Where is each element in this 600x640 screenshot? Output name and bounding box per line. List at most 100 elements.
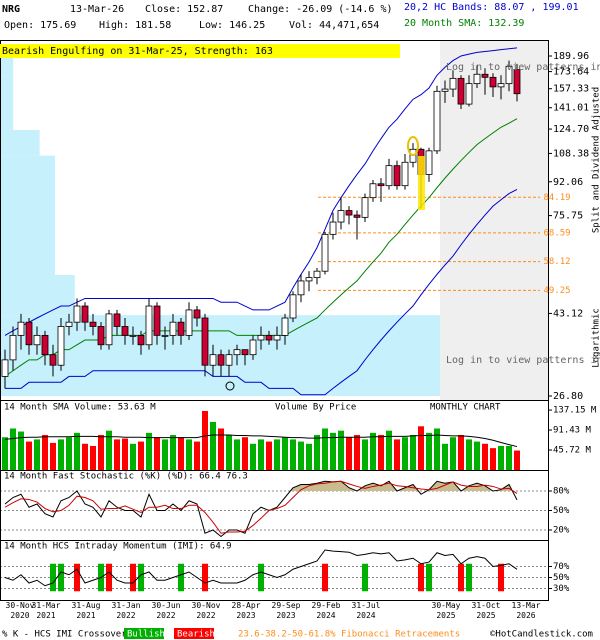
volume-bar	[266, 441, 272, 470]
volume-bar	[322, 428, 328, 470]
candle-body	[337, 210, 345, 223]
y-tick-label: 43.12	[553, 308, 583, 319]
volume-bar	[338, 430, 344, 470]
volume-bar	[58, 439, 64, 470]
candle-body	[201, 317, 209, 366]
candle-body	[457, 77, 465, 105]
y-tick-label: 141.01	[553, 103, 589, 114]
volume-bar	[282, 437, 288, 470]
volume-bar	[498, 445, 504, 470]
candle-body	[33, 334, 41, 346]
candle-body	[441, 88, 449, 92]
bullish-key	[124, 628, 164, 639]
candle-body	[89, 321, 97, 327]
candle-body	[505, 65, 513, 85]
panel-title: 14 Month Fast Stochastic (%K) (%D): 66.4…	[4, 472, 248, 482]
volume-bar	[290, 439, 296, 470]
candle-body	[385, 165, 393, 187]
imi-panel	[0, 549, 548, 592]
volume-bar	[306, 443, 312, 470]
candle-body	[57, 326, 65, 366]
y-tick-label: 157.33	[553, 84, 589, 95]
bearish-signal	[130, 563, 136, 592]
band-upper	[4, 47, 518, 336]
low: Low: 146.25	[199, 20, 265, 31]
candle-body	[177, 321, 185, 336]
crossover-label: % K - HCS IMI Crossover:	[2, 630, 132, 640]
x-tick-label: 28-Apr 2023	[231, 601, 261, 620]
candle-body	[97, 326, 105, 346]
price-panel	[0, 40, 548, 400]
volume-bar	[474, 441, 480, 470]
volume-bar	[442, 443, 448, 470]
bullish-signal	[58, 563, 64, 592]
volume-bar	[170, 435, 176, 470]
y-tick-label: 50%	[553, 573, 570, 583]
volume-bar	[18, 431, 24, 470]
volume-bar	[242, 437, 248, 470]
volume-bar	[2, 437, 8, 470]
candle-body	[81, 305, 89, 323]
candle-body	[41, 334, 49, 356]
volume-bar	[314, 435, 320, 470]
volume-bar	[154, 437, 160, 470]
y-tick-label: 173.64	[553, 67, 589, 78]
candle-body	[361, 197, 369, 218]
volume-bar	[98, 435, 104, 470]
bullish-signal	[362, 563, 368, 592]
candle-body	[73, 305, 81, 323]
pattern-bar	[418, 156, 425, 210]
volume-panel	[2, 410, 520, 470]
candle-body	[49, 354, 57, 366]
bearish-signal	[498, 563, 504, 592]
bearish-key	[174, 628, 214, 639]
y-tick-label: 137.15 M	[553, 406, 597, 416]
volume-bar	[218, 428, 224, 470]
volume: Vol: 44,471,654	[289, 20, 379, 31]
x-tick-label: 31-Aug 2021	[71, 601, 101, 620]
volume-bar	[186, 439, 192, 470]
volume-by-price-bar	[0, 240, 55, 276]
volume-bar	[194, 441, 200, 470]
volume-by-price-label: Volume By Price	[275, 403, 356, 413]
volume-bar	[458, 435, 464, 470]
candle-body	[105, 313, 113, 346]
candle-body	[393, 165, 401, 187]
chart-label: MONTHLY CHART	[430, 403, 501, 413]
volume-bar	[34, 439, 40, 470]
fibonacci-label: 23.6-38.2-50-61.8% Fibonacci Retracement…	[238, 630, 460, 640]
volume-bar	[250, 443, 256, 470]
volume-bar	[450, 437, 456, 470]
pattern-highlight	[407, 136, 419, 156]
x-tick-label: 13-Mar 2026	[511, 601, 541, 620]
y-tick-label: 91.43 M	[553, 426, 592, 436]
bearish-signal	[418, 563, 424, 592]
volume-bar	[202, 410, 208, 470]
bullish-label: Bullish	[127, 630, 165, 640]
change: Change: -26.09 (-14.6 %)	[248, 4, 393, 15]
candle-body	[169, 321, 177, 336]
band-lower	[5, 189, 518, 396]
x-tick-label: 31-Jul 2024	[351, 601, 381, 620]
volume-bar	[490, 448, 496, 470]
volume-bar	[74, 432, 80, 470]
bullish-signal	[178, 563, 184, 592]
sma-label: 20 Month SMA: 132.39	[404, 18, 524, 29]
adjusted-note: Split and Dividend Adjusted	[592, 87, 600, 233]
volume-bar	[426, 432, 432, 470]
candle-body	[257, 334, 265, 341]
candle-body	[489, 76, 497, 88]
copyright: ©HotCandlestick.com	[490, 630, 593, 640]
y-tick-label: 124.70	[553, 124, 589, 135]
candle-body	[473, 73, 481, 85]
pattern-shade	[440, 40, 548, 400]
volume-bar	[162, 439, 168, 470]
volume-sma	[4, 434, 518, 448]
y-tick-label: 80%	[553, 487, 570, 497]
indicator-line	[4, 480, 518, 538]
bearish-signal	[202, 563, 208, 592]
open: Open: 175.69	[4, 20, 76, 31]
fibonacci-level: 68.59	[543, 228, 570, 238]
